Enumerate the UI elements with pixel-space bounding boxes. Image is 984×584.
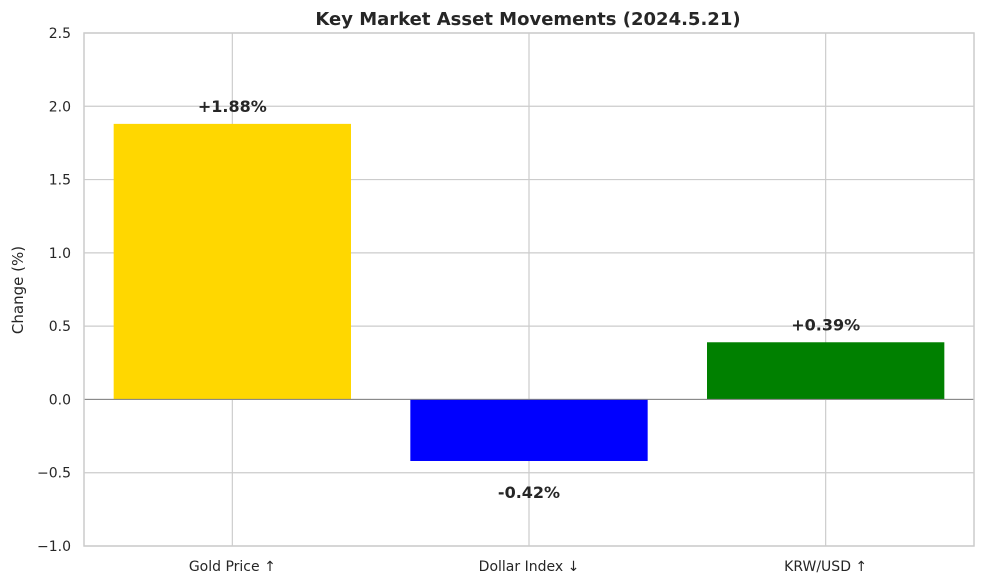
y-tick-label: 1.5 — [49, 173, 71, 189]
y-tick-label: −0.5 — [37, 466, 71, 482]
x-tick-label: Dollar Index ↓ — [479, 559, 580, 575]
y-tick-label: 0.0 — [49, 392, 71, 408]
bar — [410, 399, 648, 461]
bars — [113, 123, 945, 461]
bar — [707, 342, 945, 400]
plot-frame — [83, 32, 975, 547]
y-tick-label: 1.0 — [49, 246, 71, 262]
y-tick-label: 0.5 — [49, 319, 71, 335]
x-tick-label: KRW/USD ↑ — [784, 559, 867, 575]
x-tick-label: Gold Price ↑ — [189, 559, 276, 575]
bar — [113, 123, 352, 400]
chart-title: Key Market Asset Movements (2024.5.21) — [315, 9, 740, 30]
y-tick-label: 2.5 — [49, 26, 71, 42]
data-labels: +1.88% -0.42% +0.39% — [198, 97, 860, 502]
y-tick-label: 2.0 — [49, 99, 71, 115]
y-axis-label: Change (%) — [9, 246, 27, 334]
x-axis-ticks: Gold Price ↑ Dollar Index ↓ KRW/USD ↑ — [189, 559, 867, 575]
y-axis-ticks: −1.0 −0.5 0.0 0.5 1.0 1.5 2.0 2.5 — [37, 26, 71, 555]
data-label: +1.88% — [198, 97, 267, 116]
data-label: -0.42% — [498, 483, 560, 502]
data-label: +0.39% — [791, 315, 860, 334]
y-tick-label: −1.0 — [37, 539, 71, 555]
